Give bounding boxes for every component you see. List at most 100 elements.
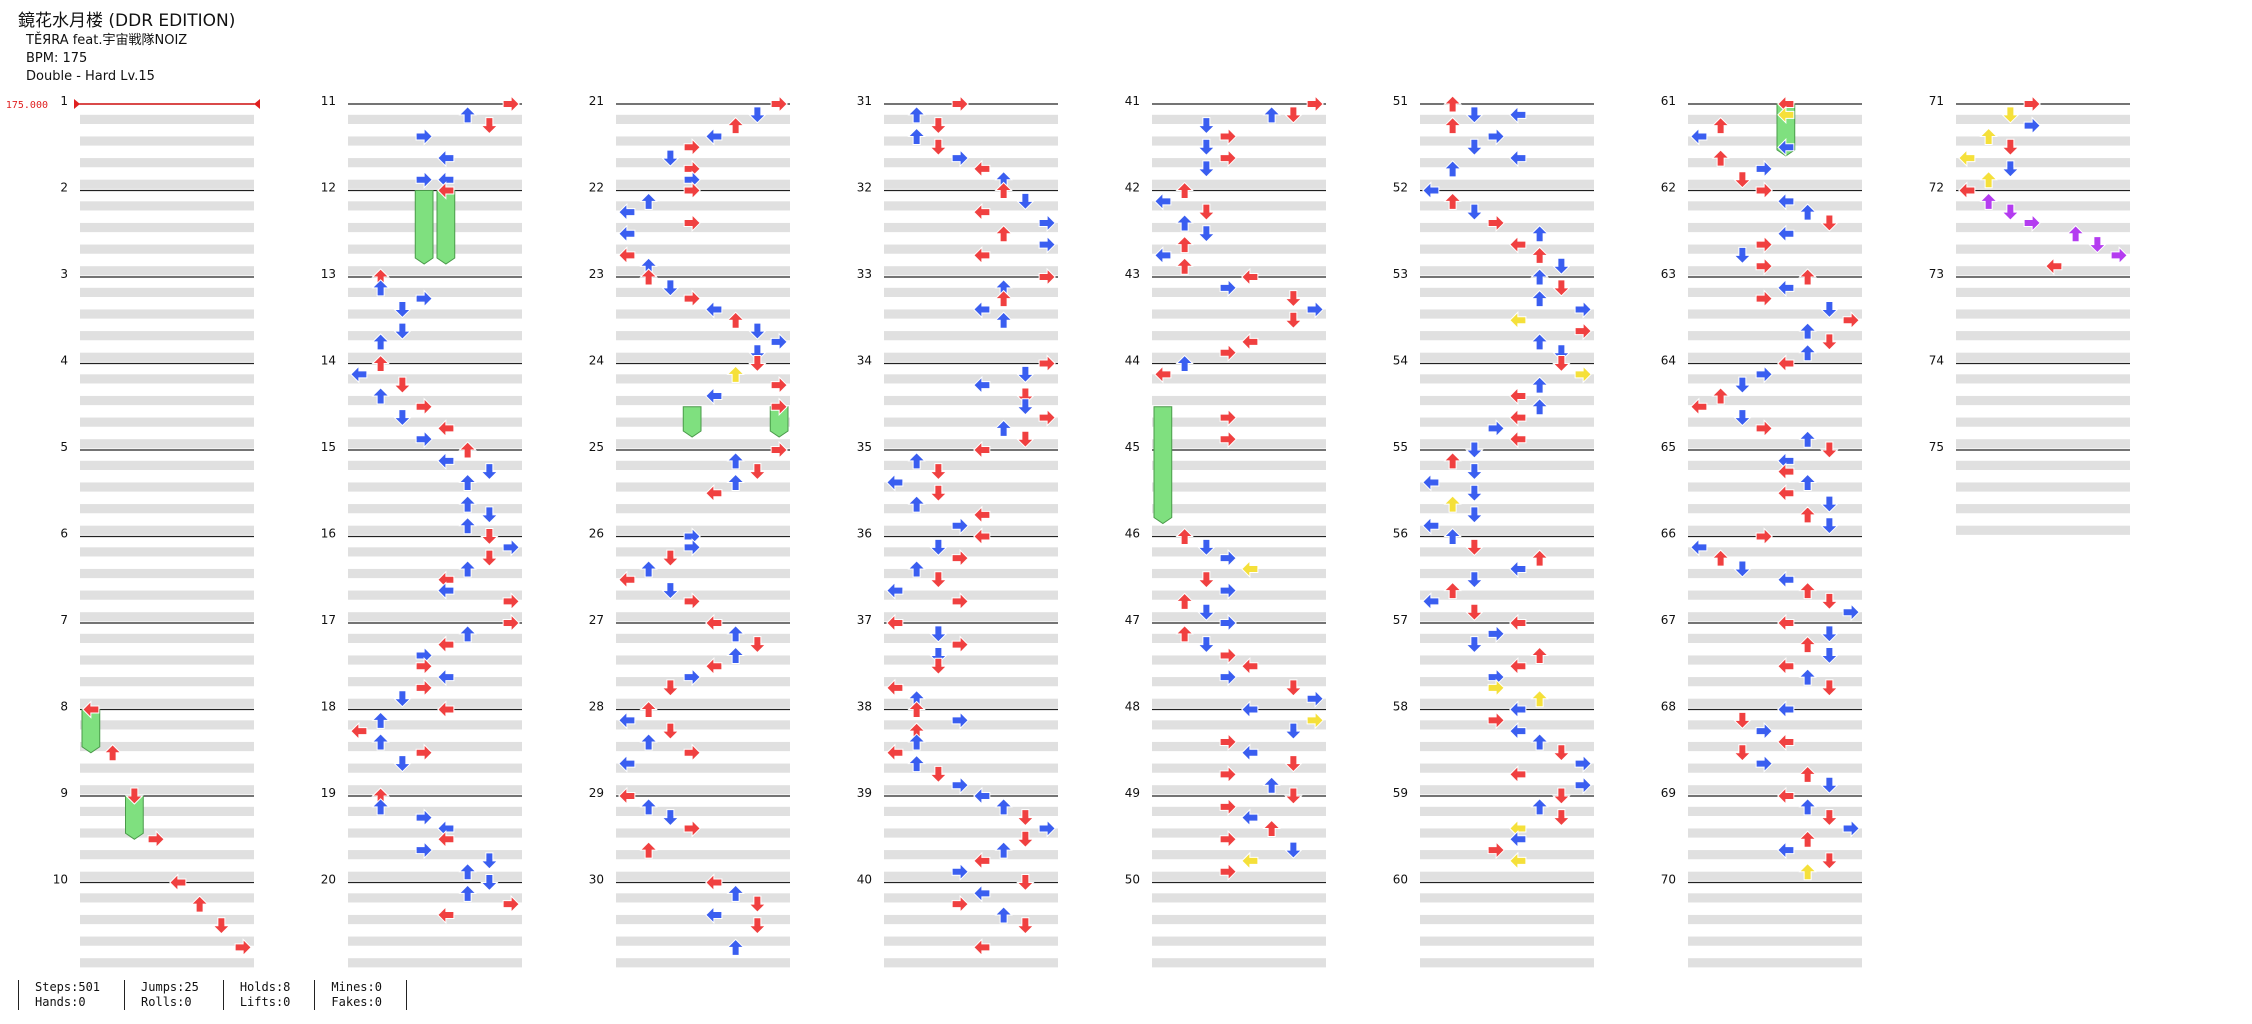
step-arrow-down	[1711, 387, 1730, 405]
beat-stripe	[1152, 439, 1326, 449]
measure-number: 57	[1393, 613, 1408, 627]
beat-stripe	[616, 763, 790, 773]
beat-stripe	[616, 871, 790, 881]
beat-stripe	[1688, 136, 1862, 146]
step-arrow-down	[726, 938, 745, 956]
beat-stripe	[884, 871, 1058, 881]
step-arrow-down	[371, 711, 390, 729]
beat-stripe	[884, 352, 1058, 362]
step-arrow-up	[1197, 225, 1216, 243]
beat-stripe	[616, 266, 790, 276]
beat-stripe	[348, 331, 522, 341]
step-arrow-left	[1422, 516, 1440, 535]
step-arrow-up	[393, 322, 412, 340]
step-arrow-left	[973, 300, 991, 319]
beat-stripe	[884, 439, 1058, 449]
step-arrow-up	[1016, 365, 1035, 384]
beat-stripe	[616, 806, 790, 817]
beat-stripe	[884, 806, 1058, 817]
beat-stripe	[1152, 871, 1326, 881]
step-arrow-right	[1842, 311, 1860, 330]
beat-stripe	[884, 914, 1058, 925]
step-arrow-right	[770, 332, 788, 352]
step-arrow-right	[770, 94, 788, 114]
step-arrow-left	[437, 905, 455, 925]
step-arrow-up	[1552, 257, 1571, 275]
step-arrow-left	[1777, 613, 1795, 633]
step-arrow-right	[951, 711, 969, 730]
step-arrow-down	[371, 798, 390, 816]
beat-stripe	[1152, 179, 1326, 189]
step-arrow-left	[1777, 732, 1795, 752]
measure-number: 11	[321, 94, 336, 108]
step-arrow-down	[1798, 581, 1817, 600]
beat-stripe	[1152, 331, 1326, 341]
step-arrow-down	[1175, 181, 1194, 199]
stat-fakes: Fakes:0	[331, 995, 382, 1009]
beat-stripe	[884, 850, 1058, 860]
step-arrow-down	[371, 354, 390, 372]
beat-stripe	[884, 828, 1058, 838]
beat-stripe	[1152, 244, 1326, 254]
beat-stripe	[348, 612, 522, 622]
beat-stripe	[80, 547, 254, 557]
step-arrow-right	[415, 657, 433, 676]
step-arrow-up	[1465, 106, 1484, 124]
beat-stripe	[1152, 201, 1326, 211]
stats-mines-fakes: Mines:0 Fakes:0	[314, 980, 406, 1010]
step-arrow-left	[886, 613, 904, 633]
beat-stripe	[616, 633, 790, 644]
measure-number: 4	[60, 354, 68, 368]
step-arrow-left	[437, 419, 455, 438]
step-arrow-right	[683, 181, 701, 200]
step-arrow-down	[1798, 765, 1817, 783]
beat-stripe	[348, 179, 522, 189]
step-arrow-down	[1443, 192, 1462, 210]
measure-number: 66	[1661, 527, 1676, 541]
step-arrow-left	[618, 754, 636, 773]
beat-stripe	[1420, 655, 1594, 665]
step-arrow-up	[1016, 917, 1035, 935]
beat-stripe	[884, 936, 1058, 946]
step-arrow-up	[1733, 409, 1752, 427]
step-arrow-right	[1219, 732, 1237, 752]
step-arrow-down	[1530, 376, 1549, 394]
beat-stripe	[1956, 244, 2130, 254]
step-arrow-right	[1038, 354, 1056, 373]
beat-stripe	[884, 785, 1058, 795]
step-arrow-up	[748, 106, 767, 124]
step-arrow-up	[1820, 300, 1839, 319]
step-arrow-down	[1443, 581, 1462, 600]
step-arrow-up	[393, 409, 412, 427]
beat-stripe	[1152, 612, 1326, 622]
step-arrow-down	[1798, 635, 1817, 654]
step-arrow-left	[1690, 127, 1708, 146]
step-arrow-right	[1755, 419, 1773, 438]
measure-number: 67	[1661, 613, 1676, 627]
beat-stripe	[1688, 266, 1862, 276]
beat-stripe	[1688, 806, 1862, 817]
beat-stripe	[1420, 504, 1594, 514]
step-arrow-right	[1219, 278, 1237, 298]
step-arrow-right	[1574, 754, 1592, 773]
beat-stripe	[80, 763, 254, 773]
measure-number: 3	[60, 267, 68, 281]
beat-stripe	[80, 136, 254, 146]
beat-stripe	[348, 222, 522, 233]
step-arrow-right	[1755, 289, 1773, 308]
step-arrow-up	[1284, 311, 1303, 329]
beat-stripe	[884, 547, 1058, 557]
step-arrow-up	[393, 376, 412, 394]
stats-steps-hands: Steps:501 Hands:0	[18, 980, 124, 1010]
step-arrow-down	[907, 106, 926, 124]
step-arrow-right	[1038, 213, 1056, 233]
step-arrow-down	[1530, 333, 1549, 351]
step-arrow-down	[1798, 830, 1817, 848]
beat-stripe	[80, 222, 254, 233]
beat-stripe	[1956, 352, 2130, 362]
beat-stripe	[884, 677, 1058, 687]
beat-stripe	[1152, 395, 1326, 406]
step-arrow-up	[1016, 830, 1035, 848]
step-arrow-left	[1241, 657, 1259, 676]
step-arrow-down	[994, 841, 1013, 859]
